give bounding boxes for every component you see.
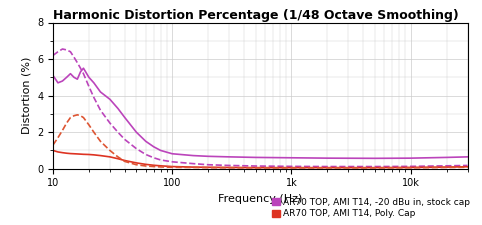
Legend: AR70 TOP, AMI T14, -20 dBu in, stock cap, AR70 TOP, AMI T14, Poly. Cap: AR70 TOP, AMI T14, -20 dBu in, stock cap…	[272, 198, 470, 218]
Y-axis label: Distortion (%): Distortion (%)	[22, 57, 31, 134]
Text: Harmonic Distortion Percentage (1/48 Octave Smoothing): Harmonic Distortion Percentage (1/48 Oct…	[53, 9, 459, 22]
X-axis label: Frequency (Hz): Frequency (Hz)	[218, 194, 303, 204]
